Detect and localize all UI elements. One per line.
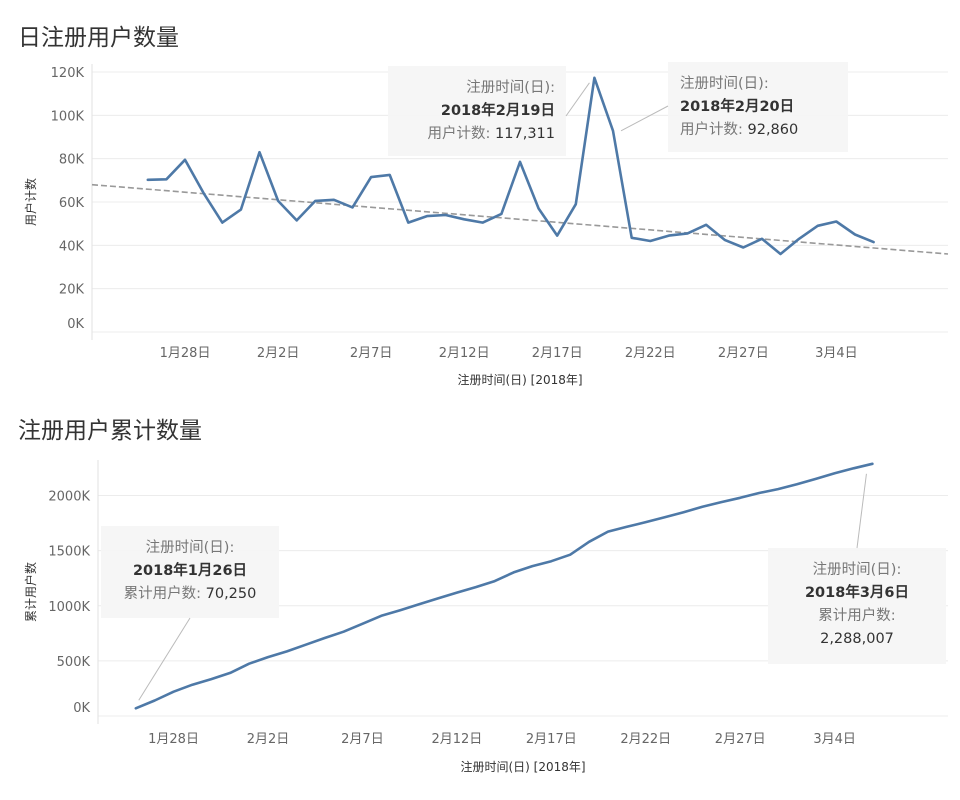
annotation-value: 92,860 — [748, 122, 799, 138]
y-tick-label: 2000K — [48, 490, 90, 505]
y-tick-label: 0K — [73, 701, 90, 716]
y-tick-label: 100K — [51, 109, 85, 124]
x-tick-label: 1月28日 — [160, 346, 211, 361]
annotation-box — [668, 62, 848, 152]
x-tick-label: 2月2日 — [247, 732, 290, 747]
chart2-cumulative-registrations: 0K 500K 1000K 1500K 2000K 1月28日 2月2日 2月7日 2月12日 2… — [23, 460, 948, 774]
x-tick-label: 2月22日 — [625, 346, 676, 361]
y-tick-label: 40K — [59, 239, 85, 254]
y-axis-title: 累计用户数 — [23, 562, 38, 622]
annotation-box — [388, 66, 566, 156]
annotation-header: 注册时间(日): — [466, 79, 555, 96]
annotation-date: 2018年3月6日 — [805, 583, 909, 601]
x-tick-label: 2月12日 — [439, 346, 490, 361]
x-tick-label: 2月17日 — [532, 346, 583, 361]
x-tick-label: 1月28日 — [148, 732, 199, 747]
trend-line — [91, 183, 949, 255]
y-tick-label: 20K — [59, 283, 85, 298]
y-tick-label: 80K — [59, 153, 85, 168]
y-tick-label: 1500K — [48, 545, 90, 560]
series-line — [134, 462, 874, 710]
annotation-value-label: 用户计数: — [680, 121, 748, 138]
annotation-date: 2018年2月19日 — [441, 101, 555, 119]
x-tick-label: 2月7日 — [350, 346, 393, 361]
chart2-title: 注册用户累计数量 — [18, 418, 202, 444]
annotation-leader-line — [856, 473, 867, 549]
y-tick-label: 120K — [51, 66, 85, 81]
x-tick-label: 2月2日 — [257, 346, 300, 361]
y-tick-label: 0K — [67, 317, 84, 332]
chart1-daily-registrations: 0K 20K 40K 60K 80K 100K 120K 1月28日 2月2日 2月7日 2月12日… — [23, 62, 949, 387]
annotation-header: 注册时间(日): — [813, 561, 902, 578]
annotation-value-line: 用户计数: 117,311 — [428, 125, 555, 142]
annotation-box — [101, 526, 279, 618]
annotation-value: 117,311 — [495, 126, 555, 142]
annotation-leader-line — [565, 82, 590, 117]
y-tick-label: 60K — [59, 196, 85, 211]
x-tick-label: 2月27日 — [718, 346, 769, 361]
x-axis-title: 注册时间(日) [2018年] — [457, 372, 582, 387]
annotation-value: 70,250 — [206, 586, 257, 602]
annotation-value-label: 累计用户数: — [818, 607, 895, 624]
x-tick-label: 3月4日 — [815, 346, 858, 361]
x-tick-label: 3月4日 — [813, 732, 856, 747]
annotation-value-line: 用户计数: 92,860 — [680, 121, 798, 138]
annotation-value-line: 累计用户数: 70,250 — [124, 585, 257, 602]
annotation-box — [768, 548, 946, 664]
y-tick-label: 500K — [57, 655, 91, 670]
annotation-value: 2,288,007 — [820, 631, 894, 647]
annotation-header: 注册时间(日): — [680, 75, 769, 92]
chart1-title: 日注册用户数量 — [18, 25, 179, 51]
x-tick-label: 2月17日 — [526, 732, 577, 747]
annotation-value-label: 用户计数: — [428, 125, 496, 142]
annotation-value-label: 累计用户数: — [124, 585, 206, 602]
annotation-leader-line — [138, 617, 191, 701]
x-tick-label: 2月12日 — [431, 732, 482, 747]
x-axis-title: 注册时间(日) [2018年] — [460, 759, 585, 774]
annotation-date: 2018年2月20日 — [680, 97, 794, 115]
x-tick-label: 2月22日 — [620, 732, 671, 747]
y-tick-label: 1000K — [48, 600, 90, 615]
annotation-leader-line — [620, 105, 669, 132]
series-line — [146, 76, 875, 256]
annotation-date: 2018年1月26日 — [133, 561, 247, 579]
x-tick-label: 2月7日 — [341, 732, 384, 747]
annotation-header: 注册时间(日): — [146, 539, 235, 556]
x-tick-label: 2月27日 — [715, 732, 766, 747]
y-axis-title: 用户计数 — [23, 178, 38, 226]
